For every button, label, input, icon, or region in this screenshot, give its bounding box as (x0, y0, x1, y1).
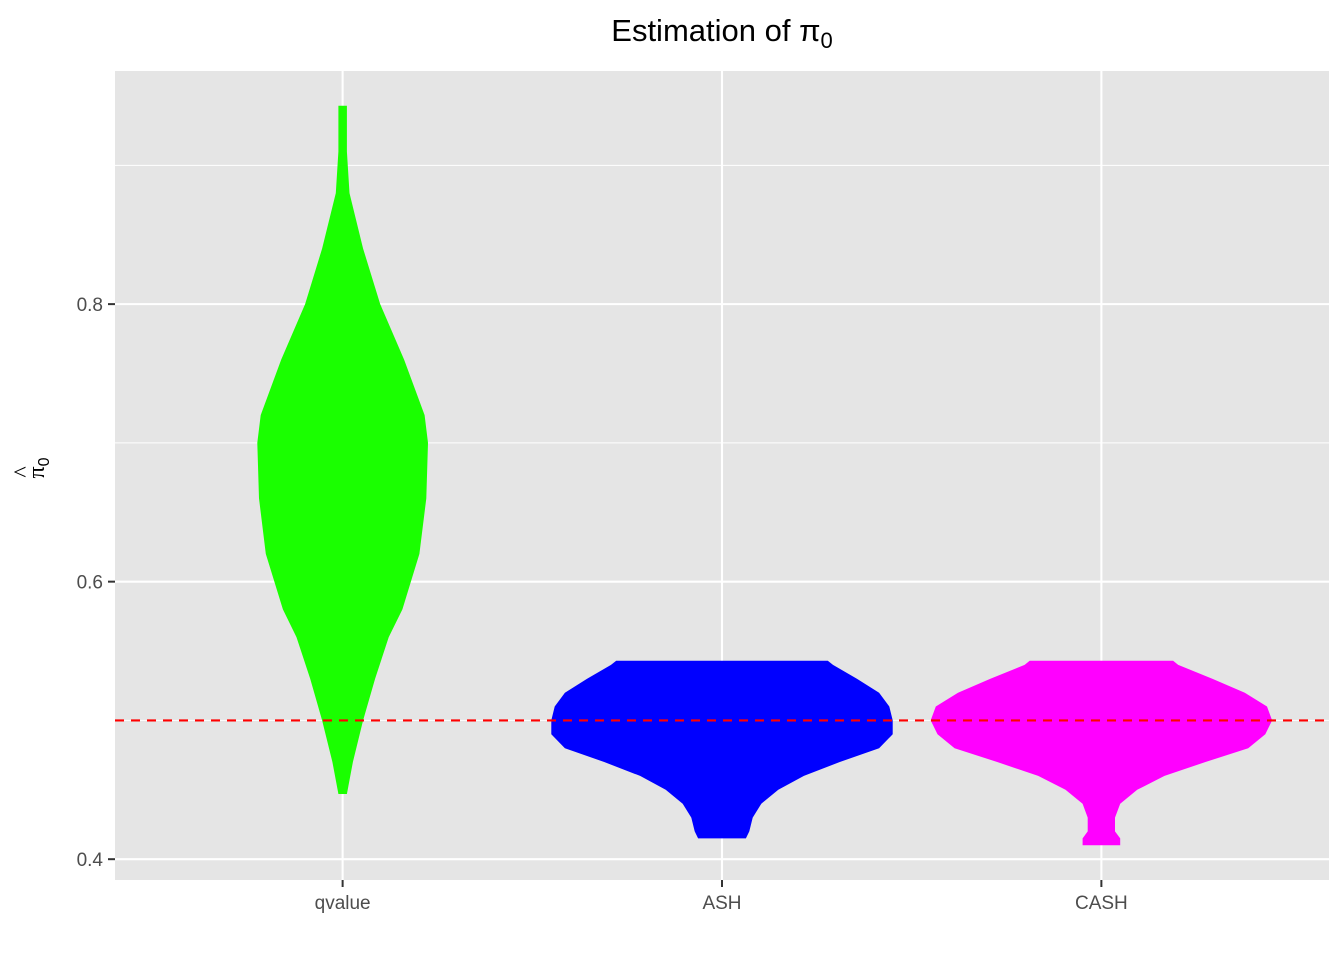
violin-cash (930, 660, 1273, 846)
y-axis: 0.4 0.6 0.8 (77, 295, 115, 871)
y-tick-label: 0.4 (77, 850, 104, 871)
svg-text:π0: π0 (24, 457, 53, 478)
x-axis: qvalue ASH CASH (315, 880, 1128, 914)
chart-title: Estimation of π0 (611, 13, 832, 53)
y-tick-label: 0.8 (77, 295, 103, 316)
y-axis-title-hat: ^ (10, 466, 36, 477)
y-axis-title: π0 ^ (10, 457, 53, 478)
violin-ash (551, 660, 893, 839)
x-tick-label: ASH (702, 893, 741, 914)
violin-qvalue (257, 105, 428, 794)
x-tick-label: qvalue (315, 893, 371, 914)
y-tick-label: 0.6 (77, 573, 103, 594)
x-tick-label: CASH (1075, 893, 1128, 914)
violins (257, 105, 1273, 846)
